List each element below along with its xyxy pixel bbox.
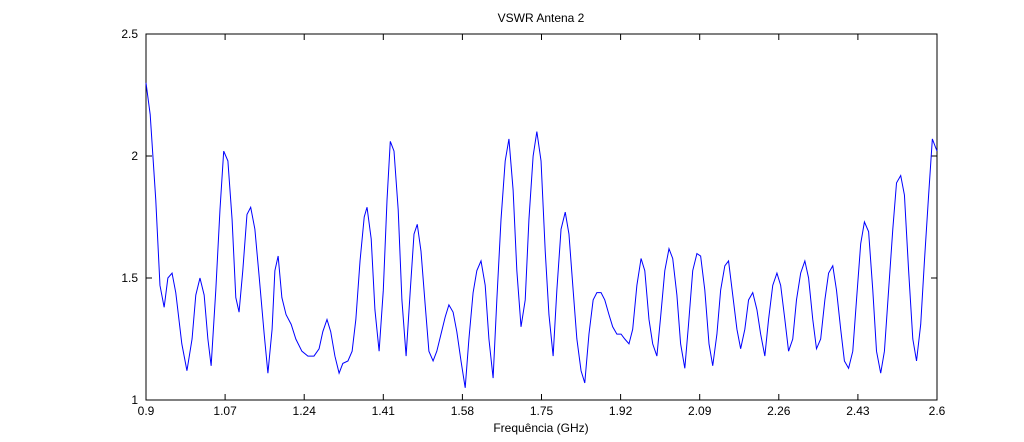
- y-tick-label: 2: [131, 149, 138, 163]
- data-line: [145, 82, 938, 388]
- x-tick-label: 2.09: [688, 404, 712, 418]
- x-axis-label: Frequência (GHz): [493, 421, 588, 435]
- x-tick-label: 1.75: [530, 404, 554, 418]
- y-tick-label: 1.5: [121, 271, 138, 285]
- x-tick-label: 2.26: [767, 404, 791, 418]
- x-tick-label: 2.6: [929, 404, 946, 418]
- x-tick-label: 0.9: [138, 404, 155, 418]
- x-tick-label: 1.58: [451, 404, 475, 418]
- x-tick-label: 1.07: [213, 404, 237, 418]
- x-tick-label: 1.41: [372, 404, 396, 418]
- plot-area: [145, 33, 938, 401]
- x-tick-label: 1.24: [293, 404, 317, 418]
- x-tick-label: 2.43: [846, 404, 870, 418]
- chart-title: VSWR Antena 2: [498, 11, 585, 25]
- y-tick-label: 2.5: [121, 27, 138, 41]
- y-tick-label: 1: [131, 393, 138, 407]
- x-tick-label: 1.92: [609, 404, 633, 418]
